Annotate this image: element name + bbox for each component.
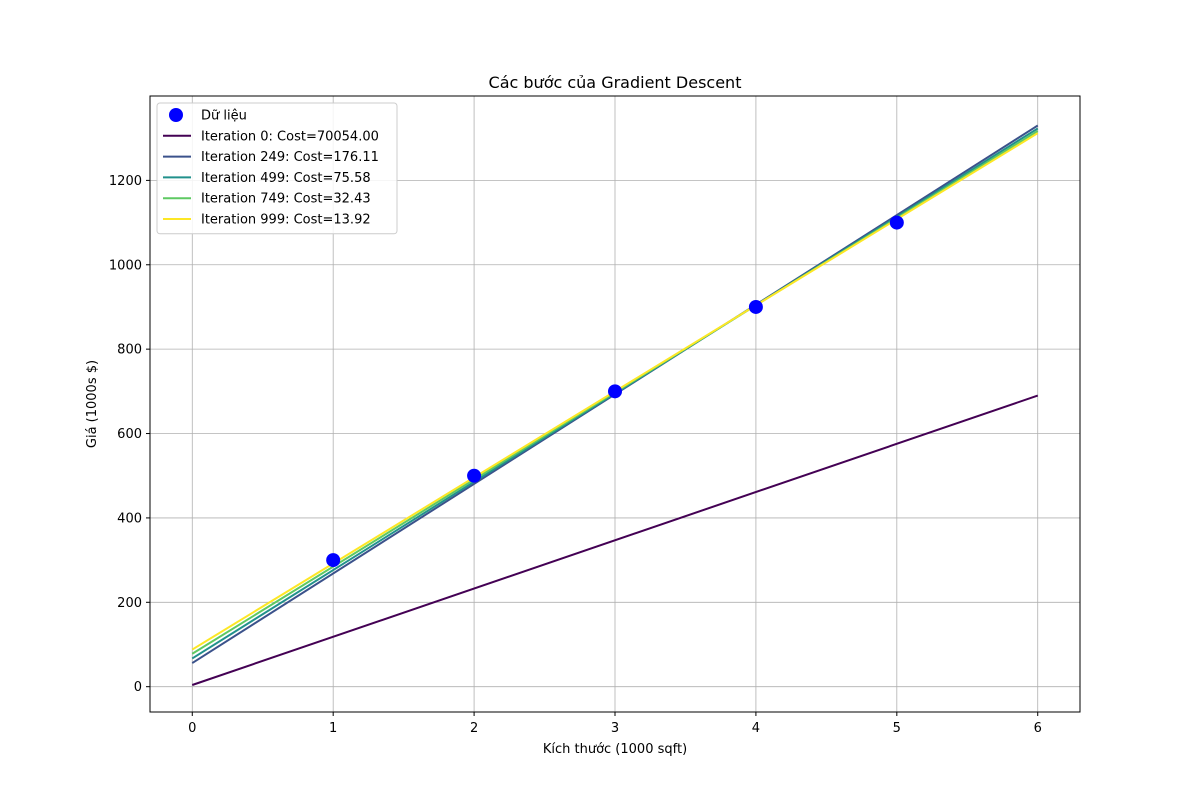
x-tick-label: 2 <box>470 721 478 736</box>
y-tick-label: 400 <box>117 511 142 526</box>
y-tick-label: 200 <box>117 596 142 611</box>
scatter-layer <box>326 215 904 568</box>
y-axis-title: Giá (1000s $) <box>85 360 100 448</box>
legend: Dữ liệu Iteration 0: Cost=70054.00 Iterati… <box>156 102 398 235</box>
y-tick-label: 1200 <box>109 174 142 189</box>
chart-title: Các bước của Gradient Descent <box>489 73 742 92</box>
data-point <box>326 553 341 568</box>
y-tick-label: 0 <box>134 680 142 695</box>
legend-label: Iteration 0: Cost=70054.00 <box>201 129 379 144</box>
data-point <box>748 299 763 314</box>
legend-label: Iteration 999: Cost=13.92 <box>201 213 371 228</box>
y-tick-label: 800 <box>117 343 142 358</box>
tick-layer: 0 1 2 3 4 5 6 0 200 400 600 800 1000 1200 <box>109 174 1042 736</box>
x-tick-label: 0 <box>188 721 196 736</box>
legend-label: Dữ liệu <box>201 109 247 124</box>
x-tick-label: 6 <box>1034 721 1042 736</box>
x-tick-label: 3 <box>611 721 619 736</box>
x-tick-label: 1 <box>329 721 337 736</box>
x-tick-label: 4 <box>752 721 760 736</box>
x-tick-label: 5 <box>893 721 901 736</box>
legend-label: Iteration 499: Cost=75.58 <box>201 171 371 186</box>
legend-box <box>156 102 398 235</box>
legend-label: Iteration 749: Cost=32.43 <box>201 192 371 207</box>
data-point <box>889 215 904 230</box>
x-axis-title: Kích thước (1000 sqft) <box>543 742 687 757</box>
y-tick-label: 1000 <box>109 258 142 273</box>
legend-marker <box>169 108 183 122</box>
legend-label: Iteration 249: Cost=176.11 <box>201 150 379 165</box>
series-line <box>191 394 1039 686</box>
data-point <box>467 468 482 483</box>
data-point <box>608 384 622 399</box>
y-tick-label: 600 <box>117 427 142 442</box>
